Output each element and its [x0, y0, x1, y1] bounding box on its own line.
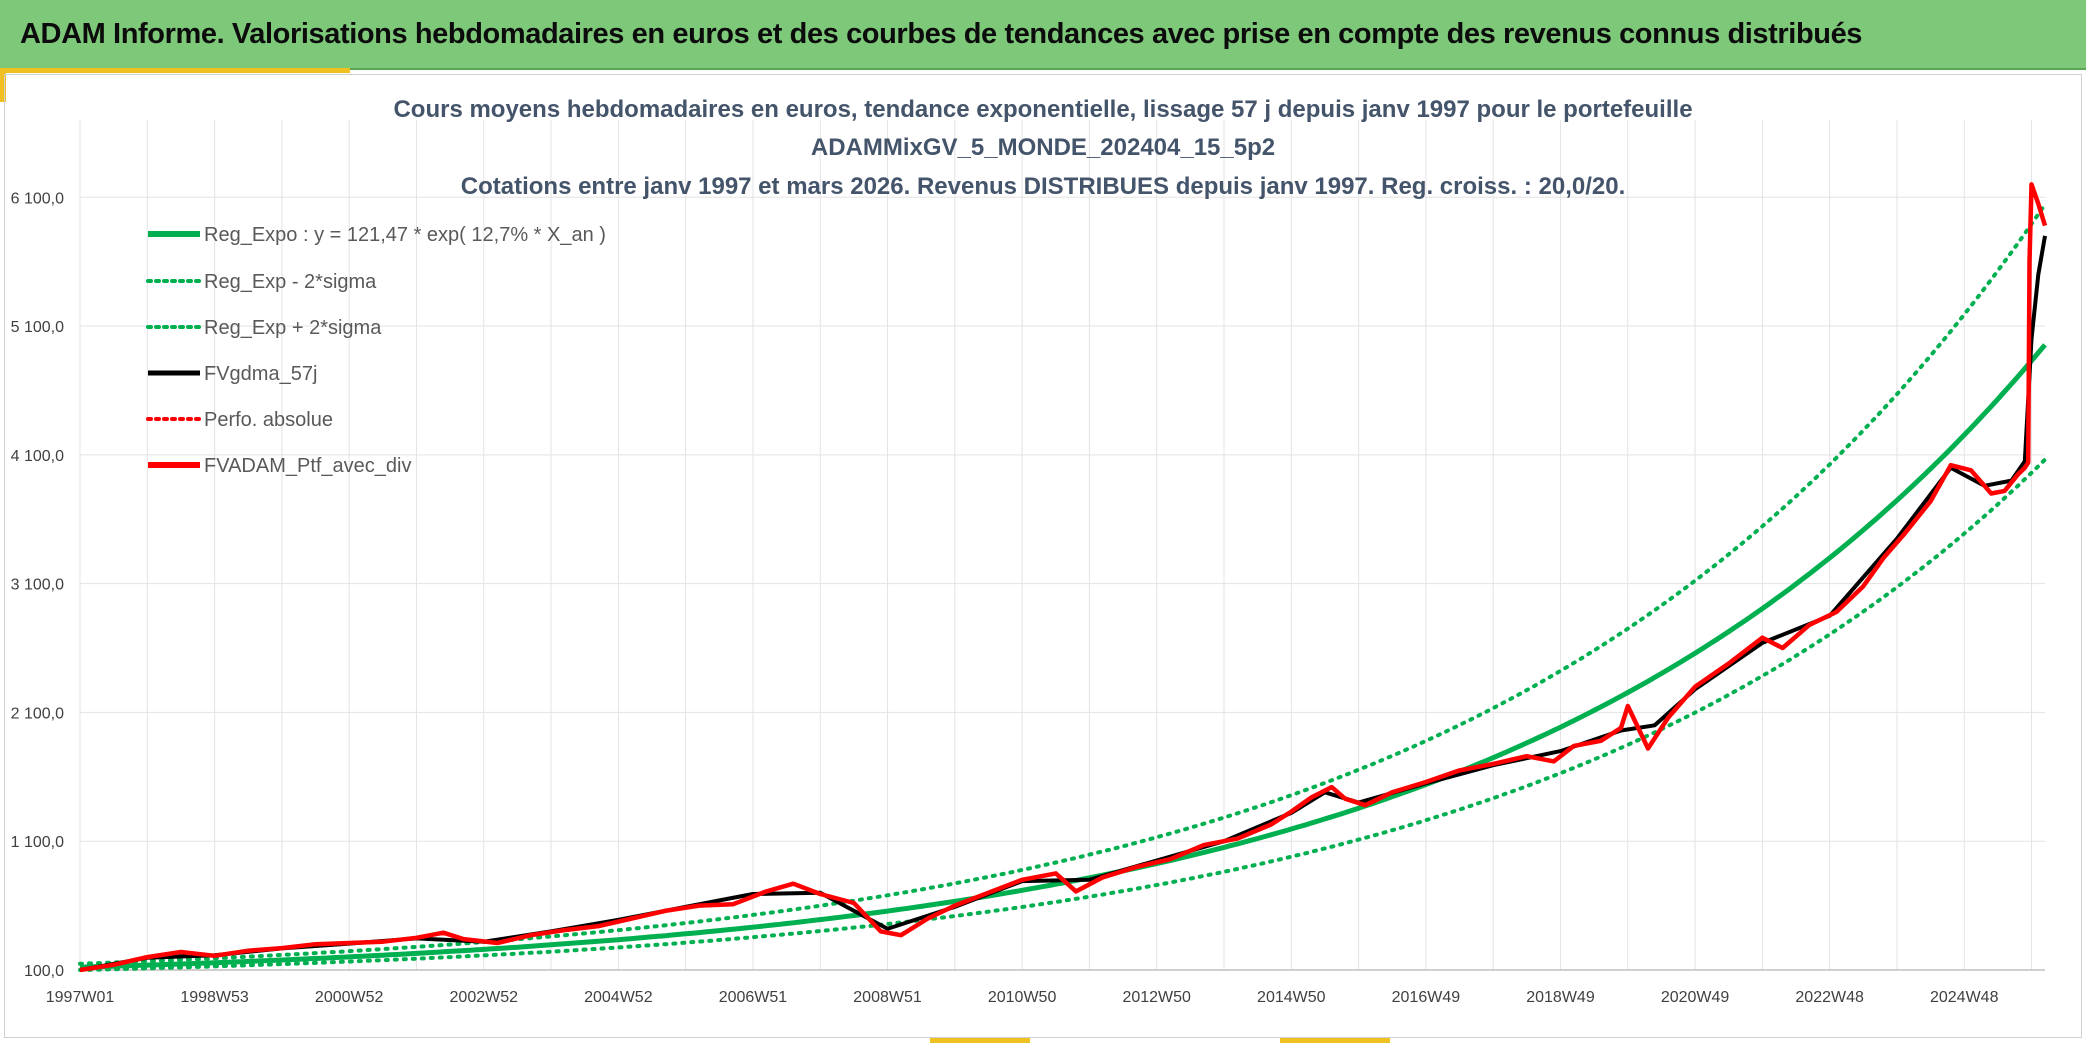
- reg-exp-plus-2sigma-line: [78, 202, 2047, 966]
- axis-ticks: 100,0 1 100,0 2 100,0 3 100,0 4 100,0 5 100,0…: [11, 190, 1999, 1006]
- x-tick-label: 2014W50: [1257, 989, 1326, 1006]
- fvadam-ptf-avec-div-line: [79, 182, 2048, 973]
- grid: [79, 120, 2045, 971]
- accent-stripe-bottom-2: [1280, 1038, 1390, 1043]
- legend-label-fvgdma: FVgdma_57j: [204, 363, 317, 385]
- series: [78, 182, 2048, 973]
- chart-title-line-1: Cours moyens hebdomadaires en euros, ten…: [393, 96, 1692, 123]
- x-tick-label: 2024W48: [1930, 989, 1999, 1006]
- chart-title: Cours moyens hebdomadaires en euros, ten…: [393, 96, 1692, 200]
- legend-label-reg-exp-plus: Reg_Exp + 2*sigma: [204, 317, 382, 339]
- x-tick-label: 2002W52: [450, 989, 519, 1006]
- y-tick-label: 6 100,0: [11, 190, 64, 207]
- y-tick-label: 3 100,0: [11, 577, 64, 594]
- y-tick-label: 1 100,0: [11, 834, 64, 851]
- y-tick-label: 4 100,0: [11, 448, 64, 465]
- y-tick-label: 100,0: [24, 963, 64, 980]
- reg-exp-minus-2sigma-line: [78, 457, 2047, 972]
- legend-label-reg-expo: Reg_Expo : y = 121,47 * exp( 12,7% * X_a…: [204, 224, 606, 246]
- x-tick-label: 2012W50: [1122, 989, 1191, 1006]
- accent-stripe-bottom-1: [930, 1038, 1030, 1043]
- y-tick-label: 5 100,0: [11, 319, 64, 336]
- x-tick-label: 2010W50: [988, 989, 1057, 1006]
- y-tick-label: 2 100,0: [11, 705, 64, 722]
- legend-label-perfo-absolue: Perfo. absolue: [204, 409, 333, 431]
- x-tick-label: 2018W49: [1526, 989, 1595, 1006]
- x-tick-label: 2000W52: [315, 989, 384, 1006]
- x-tick-label: 2006W51: [719, 989, 788, 1006]
- x-tick-label: 2020W49: [1661, 989, 1730, 1006]
- legend-label-reg-exp-minus: Reg_Exp - 2*sigma: [204, 271, 377, 293]
- accent-stripe-top: [0, 68, 350, 73]
- legend-label-fvadam: FVADAM_Ptf_avec_div: [204, 455, 412, 477]
- header-bar: ADAM Informe. Valorisations hebdomadaire…: [0, 0, 2086, 70]
- x-tick-label: 2016W49: [1392, 989, 1461, 1006]
- x-tick-label: 2008W51: [853, 989, 922, 1006]
- page-title: ADAM Informe. Valorisations hebdomadaire…: [20, 18, 1863, 50]
- x-tick-label: 2022W48: [1795, 989, 1864, 1006]
- chart-title-line-3: Cotations entre janv 1997 et mars 2026. …: [461, 173, 1626, 200]
- accent-stripe-left: [0, 68, 6, 102]
- chart-frame: [4, 74, 2082, 1038]
- reg-expo-line: [79, 343, 2047, 970]
- legend: Reg_Expo : y = 121,47 * exp( 12,7% * X_a…: [146, 224, 606, 477]
- x-tick-label: 1997W01: [46, 989, 115, 1006]
- x-tick-label: 1998W53: [180, 989, 249, 1006]
- x-tick-label: 2004W52: [584, 989, 653, 1006]
- chart-title-line-2: ADAMMixGV_5_MONDE_202404_15_5p2: [811, 134, 1275, 161]
